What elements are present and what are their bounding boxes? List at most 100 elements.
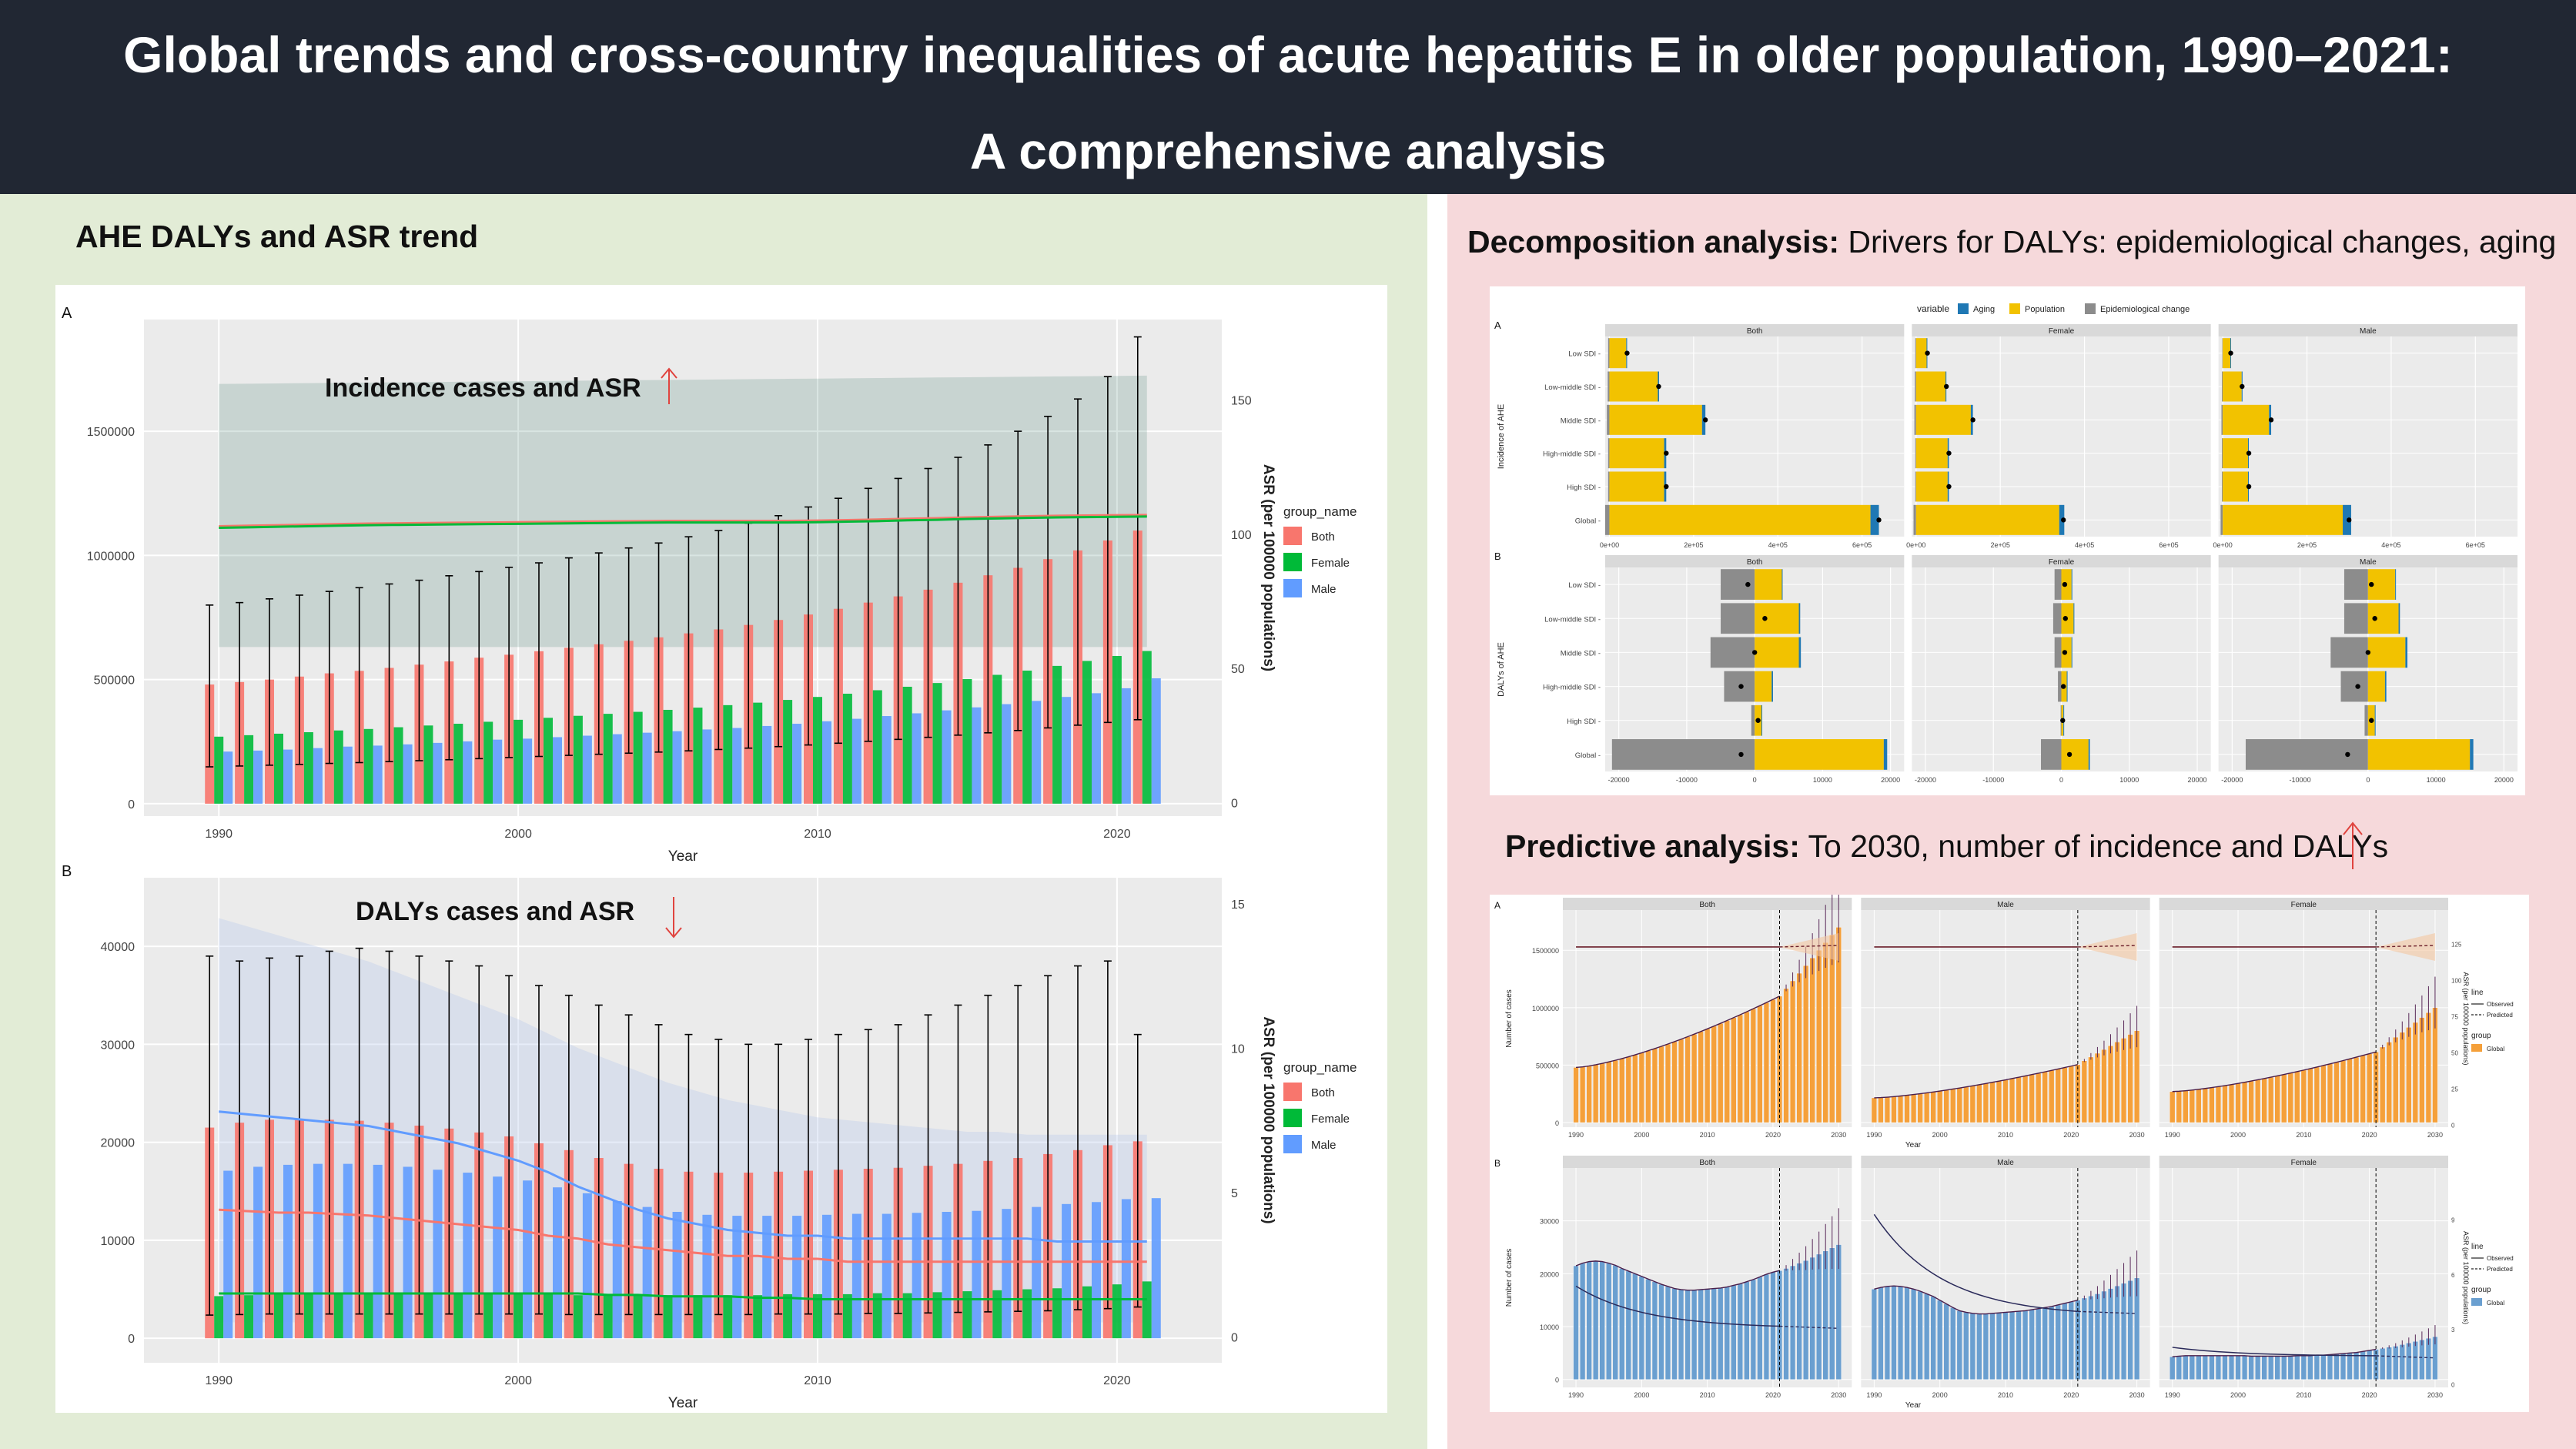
predictive-title-bold: Predictive analysis: <box>1505 828 1800 864</box>
bar-global <box>1691 1290 1698 1380</box>
bar-female <box>962 1291 972 1339</box>
bar-population <box>2223 371 2242 402</box>
bar-aging <box>2088 739 2090 770</box>
decomposition-title: Decomposition analysis: Drivers for DALY… <box>1467 224 2556 260</box>
y2-tick-label: 10 <box>1231 1042 1245 1056</box>
legend-swatch <box>1958 303 1969 314</box>
bar-female <box>962 678 972 804</box>
bar-female <box>333 1293 343 1339</box>
bar-global <box>2274 1356 2280 1380</box>
bar-female <box>514 719 524 804</box>
x-tick-label: 2020 <box>1103 828 1131 841</box>
y2-tick-label: 25 <box>2451 1086 2458 1093</box>
bar-global <box>2386 1042 2392 1123</box>
observed-cases-line <box>1575 1260 1780 1291</box>
facet-strip <box>1912 555 2211 567</box>
trend-up-arrow-head <box>661 367 677 379</box>
bar-global <box>1803 1260 1809 1380</box>
net-change-point <box>2060 718 2066 723</box>
bar-global <box>2107 1046 2114 1123</box>
bar-male <box>403 1166 413 1339</box>
bar-male <box>822 1214 831 1339</box>
bar-global <box>1724 1287 1730 1380</box>
bar-global <box>2241 1355 2248 1380</box>
x-tick-label: 2020 <box>2063 1131 2079 1139</box>
legend-label-predicted: Predicted <box>2487 1012 2513 1019</box>
bar-global <box>1599 1062 1605 1123</box>
bar-female <box>303 731 313 804</box>
bar-global <box>2281 1356 2287 1380</box>
facet-strip <box>1861 1156 2150 1168</box>
bar-epidemiological-change <box>1913 504 1916 535</box>
net-change-point <box>2228 350 2233 356</box>
plot-background <box>2218 336 2517 537</box>
bar-global <box>1678 1289 1684 1380</box>
bar-male <box>553 737 562 804</box>
bar-epidemiological-change <box>2054 637 2062 668</box>
bar-population <box>1609 338 1627 369</box>
bar-epidemiological-change <box>1607 338 1610 369</box>
bar-female <box>603 714 613 804</box>
bar-female <box>214 1296 224 1339</box>
bar-population <box>1755 739 1884 770</box>
y-tick-label: 10000 <box>101 1235 135 1248</box>
asr-female-line <box>219 1292 1147 1300</box>
bar-global <box>2353 1056 2360 1123</box>
bar-global <box>1989 1313 1996 1380</box>
bar-global <box>2055 1069 2061 1123</box>
bar-male <box>582 1193 592 1339</box>
x-tick-label: 2000 <box>1634 1131 1649 1139</box>
bar-epidemiological-change <box>1607 471 1610 502</box>
net-change-point <box>2372 616 2377 621</box>
bar-global <box>2055 1304 2061 1380</box>
decomposition-title-bold: Decomposition analysis: <box>1467 224 1840 259</box>
bar-global <box>1612 1059 1618 1123</box>
legend-label: Aging <box>1973 305 1995 314</box>
bar-global <box>1671 1288 1678 1380</box>
bar-male <box>1032 1206 1042 1339</box>
y2-tick-label: 150 <box>1231 395 1252 408</box>
y-axis-label: DALYs of AHE <box>1497 642 1506 697</box>
bar-global <box>1884 1096 1891 1123</box>
bar-global <box>1783 1268 1789 1380</box>
bar-global <box>2101 1049 2107 1123</box>
bar-female <box>783 700 793 804</box>
bar-male <box>283 749 293 804</box>
bar-global <box>1924 1293 1930 1380</box>
bar-female <box>693 1295 703 1339</box>
x-tick-label: 2030 <box>1831 1391 1846 1399</box>
facet-label: Both <box>1747 327 1763 336</box>
bar-male <box>463 741 473 804</box>
bar-global <box>1803 965 1809 1123</box>
bar-female <box>423 1293 433 1339</box>
bar-female <box>1142 1281 1152 1339</box>
legend-label: Epidemiological change <box>2100 305 2190 314</box>
legend-swatch <box>1283 579 1302 597</box>
legend-label: Population <box>2025 305 2065 314</box>
bar-male <box>822 721 831 804</box>
bar-global <box>2300 1355 2307 1380</box>
bar-male <box>283 1164 293 1339</box>
bar-male <box>313 1163 323 1339</box>
bar-global <box>1930 1296 1936 1380</box>
bar-global <box>2412 1341 2418 1380</box>
bar-global <box>2222 1355 2228 1380</box>
bar-global <box>1757 1005 1763 1123</box>
bar-global <box>1731 1017 1737 1123</box>
bar-global <box>1871 1097 1878 1123</box>
bar-global <box>1783 988 1789 1123</box>
bar-global <box>2068 1301 2074 1380</box>
y2-tick-label: 75 <box>2451 1014 2458 1021</box>
predicted-asr-ribbon <box>1779 932 1839 961</box>
bar-global <box>1917 1290 1923 1380</box>
bar-epidemiological-change <box>1915 438 1916 469</box>
bar-female <box>274 733 283 804</box>
bar-global <box>1664 1286 1671 1380</box>
x-tick-label: 2010 <box>804 1374 831 1387</box>
bar-global <box>1917 1093 1923 1123</box>
bar-population <box>1609 438 1664 469</box>
x-tick-label: 1990 <box>2165 1131 2180 1139</box>
bar-female <box>393 1293 403 1339</box>
bar-female <box>1052 665 1062 804</box>
bar-male <box>223 751 233 804</box>
